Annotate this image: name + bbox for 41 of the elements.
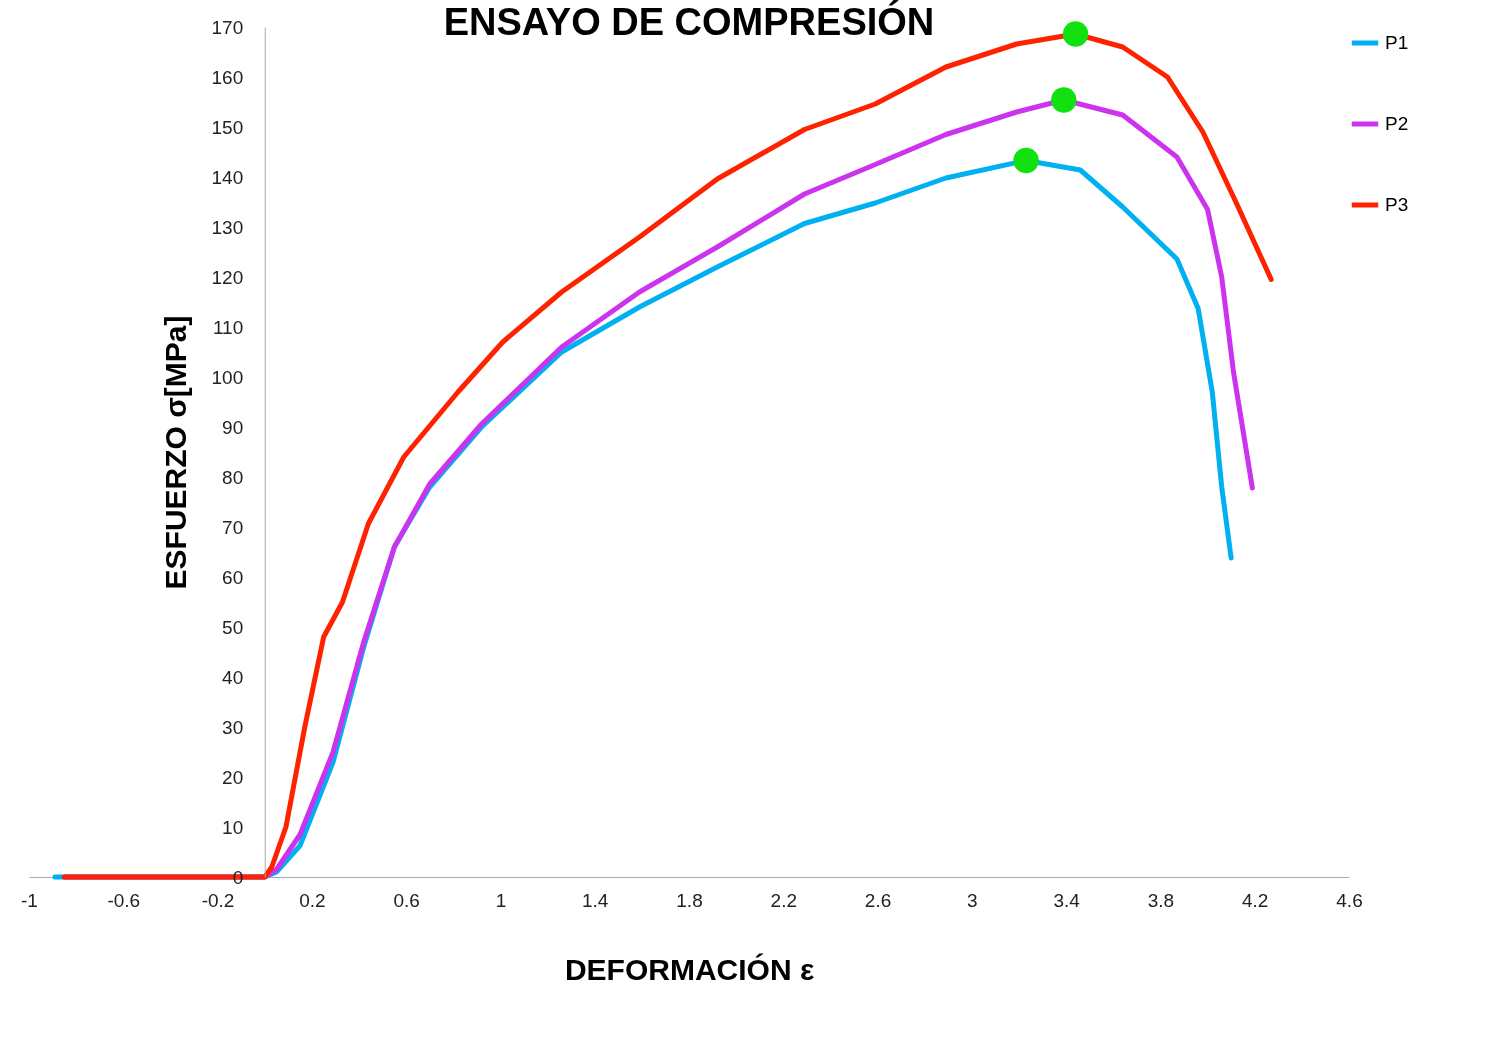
x-tick-label: -0.2 [201, 889, 235, 911]
y-tick-label: 10 [222, 816, 244, 838]
y-tick-label: 170 [211, 16, 244, 38]
legend-label: P2 [1385, 113, 1409, 134]
x-tick-label: 1.8 [676, 889, 703, 911]
y-tick-label: 30 [222, 716, 244, 738]
x-tick-label: 1 [495, 889, 507, 911]
point [1051, 87, 1077, 113]
y-tick-label: 50 [222, 616, 244, 638]
x-tick-label: 3 [967, 889, 978, 911]
y-tick-label: 120 [211, 266, 244, 288]
y-tick-label: 140 [211, 166, 244, 188]
y-axis-title: ESFUERZO σ[MPa] [158, 315, 192, 590]
x-tick-label: -0.6 [107, 889, 141, 911]
x-tick-label: 0.2 [299, 889, 326, 911]
chart-title: ENSAYO DE COMPRESIÓN [443, 0, 935, 43]
x-tick-label: 2.2 [770, 889, 797, 911]
x-tick-label: 2.6 [864, 889, 892, 911]
legend-label: P1 [1385, 32, 1409, 53]
y-tick-label: 20 [222, 766, 244, 788]
y-tick-label: 90 [222, 416, 244, 438]
y-tick-label: 110 [212, 316, 244, 338]
legend-label: P3 [1385, 194, 1409, 215]
y-tick-label: 70 [222, 516, 244, 538]
y-tick-label: 160 [211, 66, 244, 88]
x-tick-label: -1 [21, 889, 38, 911]
y-tick-label: 150 [211, 116, 244, 138]
point [1062, 21, 1089, 47]
x-tick-label: 3.4 [1053, 889, 1081, 911]
x-tick-label: 4.6 [1336, 889, 1363, 911]
x-tick-label: 4.2 [1242, 889, 1269, 911]
y-tick-label: 80 [222, 466, 244, 488]
y-tick-label: 100 [211, 366, 244, 388]
y-tick-label: 60 [222, 566, 244, 588]
x-tick-label: 3.8 [1147, 889, 1175, 911]
y-tick-label: 40 [222, 666, 244, 688]
y-tick-label: 130 [211, 216, 244, 238]
x-axis-title: DEFORMACIÓN ε [564, 952, 815, 986]
x-tick-label: 1.4 [582, 889, 609, 911]
point [1013, 147, 1039, 174]
x-tick-label: 0.6 [393, 889, 420, 911]
